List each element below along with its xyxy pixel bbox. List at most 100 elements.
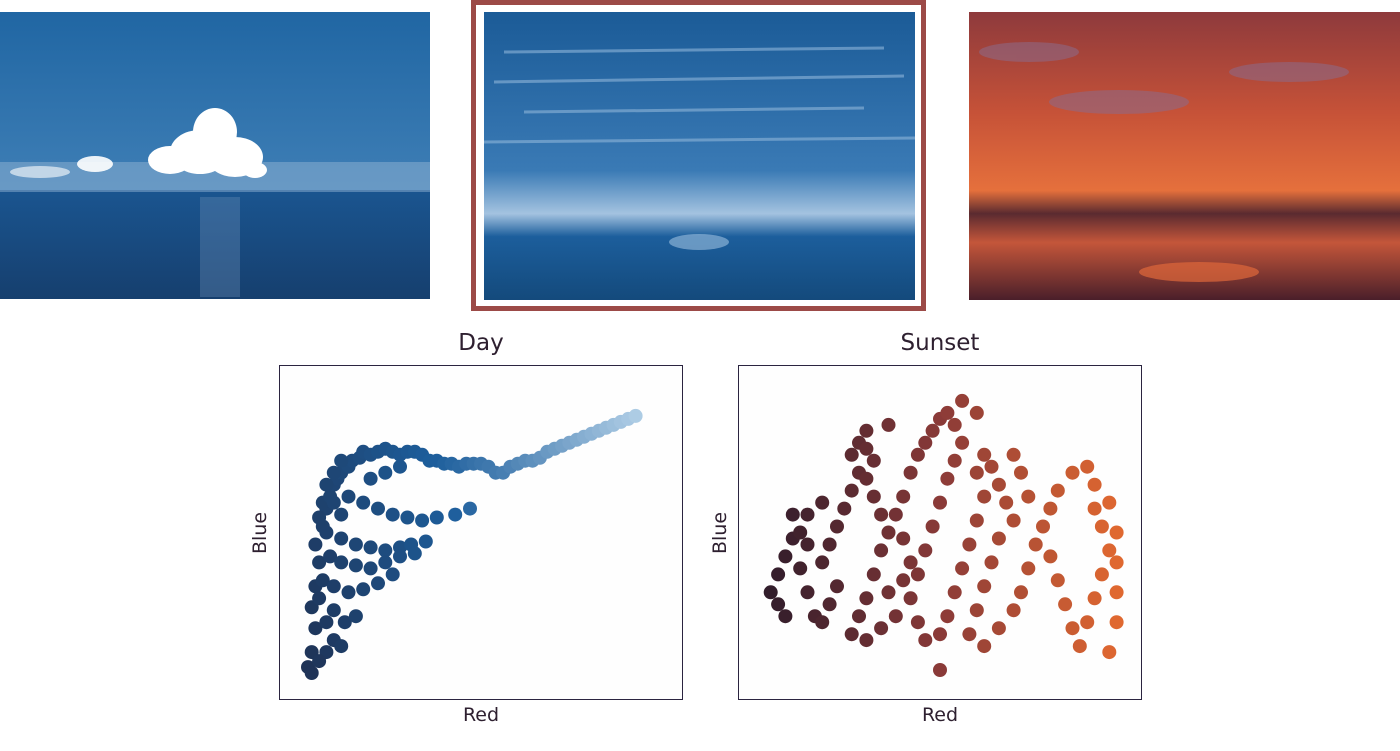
scatter-point bbox=[385, 567, 400, 582]
scatter-point bbox=[334, 639, 349, 654]
scatter-point bbox=[859, 423, 874, 438]
scatter-point bbox=[1006, 513, 1021, 528]
scatter-point bbox=[1028, 537, 1043, 552]
scatter-point bbox=[830, 519, 844, 534]
scatter-point bbox=[793, 561, 808, 576]
scatter-point bbox=[815, 615, 830, 630]
scatter-point bbox=[991, 477, 1006, 492]
scatter-point bbox=[977, 639, 992, 654]
scatter-point bbox=[348, 537, 363, 552]
scatter-point bbox=[326, 579, 341, 594]
scatter-point bbox=[852, 609, 866, 624]
scatter-point bbox=[312, 555, 327, 570]
chart-sunset-xlabel: Red bbox=[921, 704, 959, 726]
scatter-point bbox=[334, 555, 349, 570]
scatter-point bbox=[962, 537, 977, 552]
scatter-point bbox=[348, 558, 363, 573]
scatter-point bbox=[1102, 543, 1117, 558]
scatter-point bbox=[903, 555, 918, 570]
scatter-point bbox=[315, 573, 330, 588]
scatter-point bbox=[933, 663, 947, 677]
scatter-point bbox=[815, 555, 830, 570]
scatter-point bbox=[977, 447, 992, 462]
scatter-point bbox=[393, 459, 407, 474]
scatter-point bbox=[969, 603, 984, 618]
scatter-point bbox=[969, 465, 984, 480]
photo-dusk[interactable] bbox=[484, 12, 915, 300]
chart-day-ylabel: Blue bbox=[249, 511, 271, 555]
scatter-point bbox=[896, 489, 911, 504]
scatter-point bbox=[800, 507, 815, 522]
chart-sunset-plot bbox=[763, 393, 1124, 677]
scatter-point bbox=[1043, 549, 1058, 564]
scatter-point bbox=[903, 591, 918, 606]
scatter-point bbox=[326, 465, 341, 480]
scatter-point bbox=[371, 576, 385, 591]
scatter-point bbox=[933, 627, 947, 642]
scatter-point bbox=[1109, 525, 1124, 540]
scatter-point bbox=[881, 525, 896, 540]
scatter-point bbox=[866, 567, 881, 582]
scatter-point bbox=[1102, 495, 1117, 510]
scatter-point bbox=[385, 507, 400, 522]
scatter-point bbox=[1050, 573, 1065, 588]
scatter-point bbox=[1080, 459, 1095, 474]
scatter-point bbox=[341, 585, 356, 600]
scatter-point bbox=[822, 597, 837, 612]
scatter-point bbox=[925, 423, 940, 438]
photo-day[interactable] bbox=[0, 12, 430, 299]
scatter-point bbox=[955, 561, 970, 576]
scatter-point bbox=[778, 609, 793, 624]
scatter-point bbox=[778, 549, 793, 564]
scatter-point bbox=[947, 453, 962, 468]
scatter-point bbox=[874, 543, 889, 558]
scatter-point bbox=[326, 603, 341, 618]
scatter-point bbox=[1087, 501, 1102, 516]
scatter-point bbox=[1102, 645, 1117, 660]
scatter-point bbox=[1094, 519, 1109, 534]
scatter-point bbox=[815, 495, 830, 510]
scatter-point bbox=[334, 531, 349, 546]
scatter-point bbox=[800, 537, 815, 552]
scatter-point bbox=[1087, 591, 1102, 606]
scatter-point bbox=[1080, 615, 1095, 630]
scatter-point bbox=[984, 459, 999, 474]
scatter-point bbox=[334, 507, 349, 522]
scatter-point bbox=[1058, 597, 1073, 612]
scatter-point bbox=[903, 465, 918, 480]
scatter-point bbox=[793, 525, 808, 540]
scatter-point bbox=[940, 405, 955, 420]
scatter-point bbox=[363, 561, 378, 576]
scatter-point bbox=[319, 615, 334, 630]
scatter-point bbox=[763, 585, 778, 600]
scatter-point bbox=[977, 489, 992, 504]
scatter-point bbox=[1072, 639, 1087, 654]
scatter-point bbox=[1109, 585, 1124, 600]
scatter-point bbox=[308, 537, 323, 552]
scatter-point bbox=[348, 609, 363, 624]
photo-sunset[interactable] bbox=[969, 12, 1400, 300]
scatter-point bbox=[326, 495, 341, 510]
scatter-point bbox=[1006, 447, 1021, 462]
scatter-point bbox=[363, 471, 378, 486]
scatter-point bbox=[312, 591, 327, 606]
scatter-point bbox=[323, 549, 338, 564]
scatter-point bbox=[378, 543, 393, 558]
scatter-point bbox=[334, 453, 349, 468]
scatter-point bbox=[1094, 567, 1109, 582]
scatter-point bbox=[999, 495, 1014, 510]
scatter-point bbox=[1050, 483, 1065, 498]
scatter-point bbox=[628, 408, 643, 423]
scatter-point bbox=[1014, 585, 1028, 600]
scatter-point bbox=[312, 654, 327, 669]
scatter-point bbox=[837, 501, 852, 516]
scatter-point bbox=[888, 609, 903, 624]
scatter-point bbox=[415, 513, 430, 528]
scatter-point bbox=[407, 546, 422, 561]
cloud-shape bbox=[10, 108, 267, 178]
scatter-point bbox=[341, 489, 356, 504]
scatter-point bbox=[1087, 477, 1102, 492]
scatter-point bbox=[830, 579, 844, 594]
scatter-point bbox=[918, 633, 933, 648]
chart-day-xlabel: Red bbox=[462, 704, 500, 726]
